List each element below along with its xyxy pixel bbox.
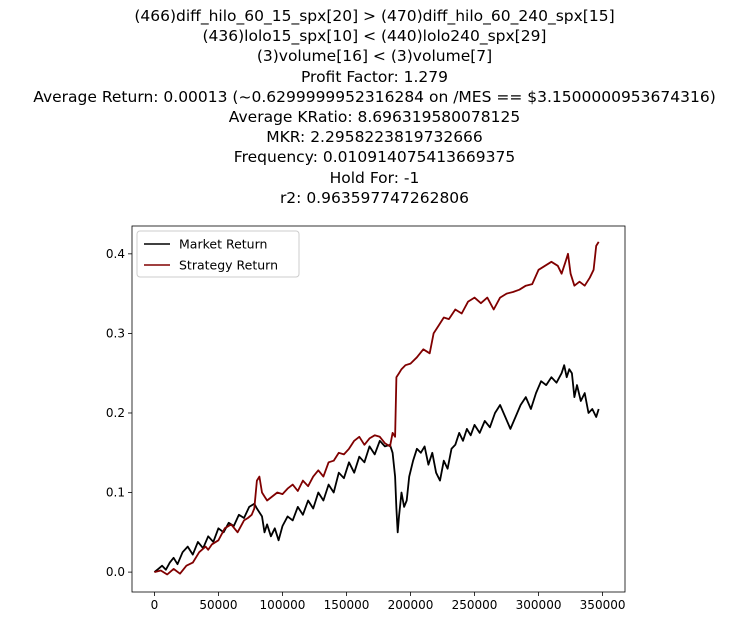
series-layer: [153, 241, 600, 576]
legend-label-strategy-return: Strategy Return: [179, 258, 278, 273]
chart-title: (466)diff_hilo_60_15_spx[20] > (470)diff…: [0, 6, 749, 208]
x-axis: 0 50000 100000 150000 200000 250000 300000 3500…: [151, 592, 626, 612]
title-line-8: Frequency: 0.010914075413669375: [233, 148, 516, 167]
title-line-2: (436)lolo15_spx[10] < (440)lolo240_spx[2…: [202, 27, 547, 46]
y-tick-label: 0.2: [106, 406, 125, 420]
y-tick-label: 0.0: [106, 565, 125, 579]
title-line-3: (3)volume[16] < (3)volume[7]: [256, 47, 493, 66]
title-line-1: (466)diff_hilo_60_15_spx[20] > (470)diff…: [134, 7, 615, 25]
y-axis: 0.0 0.1 0.2 0.3 0.4: [106, 247, 132, 579]
x-tick-label: 150000: [324, 598, 370, 612]
title-line-7: MKR: 2.2958223819732666: [266, 128, 483, 147]
x-tick-label: 50000: [199, 598, 237, 612]
x-tick-label: 250000: [452, 598, 498, 612]
y-tick-label: 0.4: [106, 247, 125, 261]
plot-area-frame: [131, 225, 626, 593]
legend-box: [136, 230, 300, 278]
title-line-5: Average Return: 0.00013 (~0.629999995231…: [33, 87, 716, 106]
x-tick-label: 100000: [260, 598, 306, 612]
series-line-strategy-return: [154, 241, 600, 576]
x-tick-label: 350000: [580, 598, 626, 612]
y-tick-label: 0.1: [106, 486, 125, 500]
title-line-10: r2: 0.963597747262806: [279, 188, 470, 207]
title-line-4: Profit Factor: 1.279: [300, 67, 449, 86]
y-tick-label: 0.3: [106, 326, 125, 340]
legend-label-market-return: Market Return: [179, 237, 267, 252]
x-tick-label: 200000: [388, 598, 434, 612]
x-tick-label: 300000: [516, 598, 562, 612]
legend: Market Return Strategy Return: [136, 230, 300, 278]
title-line-6: Average KRatio: 8.696319580078125: [228, 108, 521, 127]
series-line-market-return: [153, 364, 600, 573]
x-tick-label: 0: [151, 598, 159, 612]
title-line-9: Hold For: -1: [329, 168, 420, 187]
